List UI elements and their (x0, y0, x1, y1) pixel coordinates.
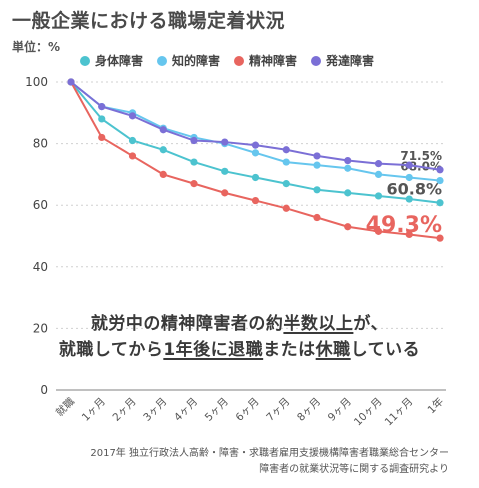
y-tick-label-80: 80 (33, 137, 48, 151)
data-point-intellectual-6 (251, 149, 260, 157)
data-point-mental-9 (344, 223, 352, 231)
data-point-intellectual-7 (282, 158, 290, 166)
x-tick-label-1: 1ヶ月 (80, 396, 108, 424)
data-point-physical-9 (344, 189, 352, 197)
source-line-2: 障害者の就業状況等に関する調査研究より (259, 464, 449, 475)
x-tick-label-3: 3ヶ月 (141, 396, 169, 424)
legend-label-intellectual: 知的障害 (172, 54, 221, 68)
data-point-developmental-5 (221, 138, 229, 146)
legend-item-physical: 身体障害 (80, 52, 143, 69)
y-tick-label-40: 40 (33, 260, 48, 274)
legend-dot-intellectual (157, 55, 168, 66)
annotation-1-emphasis: 半数以上 (283, 314, 354, 334)
annotation-2-post: している (350, 340, 421, 360)
data-point-physical-5 (221, 167, 229, 175)
legend-label-mental: 精神障害 (249, 54, 298, 68)
data-point-physical-4 (190, 158, 198, 166)
y-tick-label-60: 60 (33, 198, 48, 212)
chart-title: 一般企業における職場定着状況 (12, 10, 286, 32)
x-tick-label-11: 11ヶ月 (383, 396, 416, 429)
data-point-physical-6 (251, 173, 260, 182)
data-point-physical-12 (436, 199, 444, 207)
end-label-mental: 49.3% (366, 213, 442, 238)
data-point-mental-10 (374, 227, 383, 235)
x-tick-label-10: 10ヶ月 (352, 396, 385, 429)
series-line-intellectual (70, 81, 441, 182)
unit-label: 単位：% (12, 40, 61, 54)
legend-label-developmental: 発達障害 (326, 54, 375, 68)
end-label-developmental: 71.5% (400, 149, 442, 163)
data-point-developmental-12 (436, 166, 444, 174)
y-tick-label-20: 20 (33, 321, 48, 335)
x-tick-label-4: 4ヶ月 (172, 396, 200, 424)
data-point-mental-11 (405, 230, 413, 239)
data-point-developmental-11 (405, 161, 413, 169)
x-tick-label-6: 6ヶ月 (234, 396, 262, 424)
data-point-mental-12 (436, 234, 444, 242)
data-point-developmental-0 (67, 78, 75, 86)
annotation-2-mid: または (263, 340, 316, 360)
annotation-2-emphasis: 1年後に退職 (163, 340, 264, 360)
data-point-mental-3 (159, 170, 167, 178)
legend-item-developmental: 発達障害 (311, 52, 374, 69)
data-point-mental-6 (251, 196, 260, 205)
y-tick-label-0: 0 (40, 383, 48, 397)
annotation-1-post: が、 (353, 314, 389, 334)
data-point-developmental-4 (190, 136, 198, 145)
data-point-mental-2 (128, 152, 137, 160)
legend: 身体障害 知的障害 精神障害 発達障害 (80, 52, 374, 69)
data-point-intellectual-9 (344, 164, 352, 172)
legend-label-physical: 身体障害 (95, 54, 144, 68)
x-tick-label-2: 2ヶ月 (111, 396, 139, 424)
x-tick-label-7: 7ヶ月 (264, 396, 292, 424)
data-point-developmental-6 (251, 141, 260, 149)
annotation-1-pre: 就労中の精神障害者の約 (90, 314, 284, 334)
legend-item-mental: 精神障害 (234, 52, 297, 69)
end-label-physical: 60.8% (386, 180, 442, 199)
x-tick-label-9: 9ヶ月 (326, 396, 354, 424)
data-point-physical-10 (374, 192, 383, 200)
data-point-developmental-10 (374, 160, 383, 168)
data-point-intellectual-11 (405, 173, 413, 182)
data-point-mental-1 (98, 133, 106, 142)
x-tick-label-5: 5ヶ月 (203, 396, 231, 424)
data-point-physical-11 (405, 195, 413, 203)
data-point-intellectual-12 (436, 176, 444, 185)
data-point-developmental-2 (128, 112, 137, 120)
data-point-intellectual-8 (313, 161, 321, 169)
data-point-intellectual-10 (374, 170, 383, 178)
annotation-line-2: 就職してから1年後に退職または休職している (0, 342, 479, 359)
data-point-physical-3 (159, 146, 167, 154)
legend-dot-developmental (311, 55, 322, 66)
data-point-developmental-1 (98, 103, 106, 111)
x-tick-label-0: 就職 (53, 395, 77, 419)
data-point-mental-8 (313, 213, 321, 222)
data-point-developmental-3 (159, 126, 167, 134)
legend-dot-physical (80, 55, 90, 66)
data-point-physical-8 (313, 186, 321, 194)
legend-dot-mental (234, 55, 245, 66)
series-line-developmental (70, 81, 441, 171)
data-point-mental-4 (190, 180, 198, 188)
annotation-2-emphasis-2: 休職 (315, 340, 351, 360)
x-tick-label-12: 1年 (425, 395, 446, 416)
data-point-physical-1 (98, 115, 106, 123)
data-point-developmental-7 (282, 146, 290, 154)
data-point-mental-5 (221, 189, 229, 197)
source-note: 2017年 独立行政法人高齢・障害・求職者雇用支援機構障害者職業総合センター 障… (90, 446, 449, 478)
source-line-1: 2017年 独立行政法人高齢・障害・求職者雇用支援機構障害者職業総合センター (90, 448, 449, 459)
data-point-physical-2 (128, 136, 137, 145)
data-point-developmental-8 (313, 152, 321, 160)
x-tick-label-8: 8ヶ月 (295, 396, 323, 424)
legend-item-intellectual: 知的障害 (157, 52, 220, 69)
y-tick-label-100: 100 (25, 75, 48, 89)
data-point-physical-7 (282, 180, 290, 188)
data-point-developmental-9 (344, 156, 352, 165)
annotation-line-1: 就労中の精神障害者の約半数以上が、 (0, 316, 479, 333)
data-point-mental-7 (282, 204, 290, 212)
annotation-2-pre: 就職してから (58, 340, 164, 360)
